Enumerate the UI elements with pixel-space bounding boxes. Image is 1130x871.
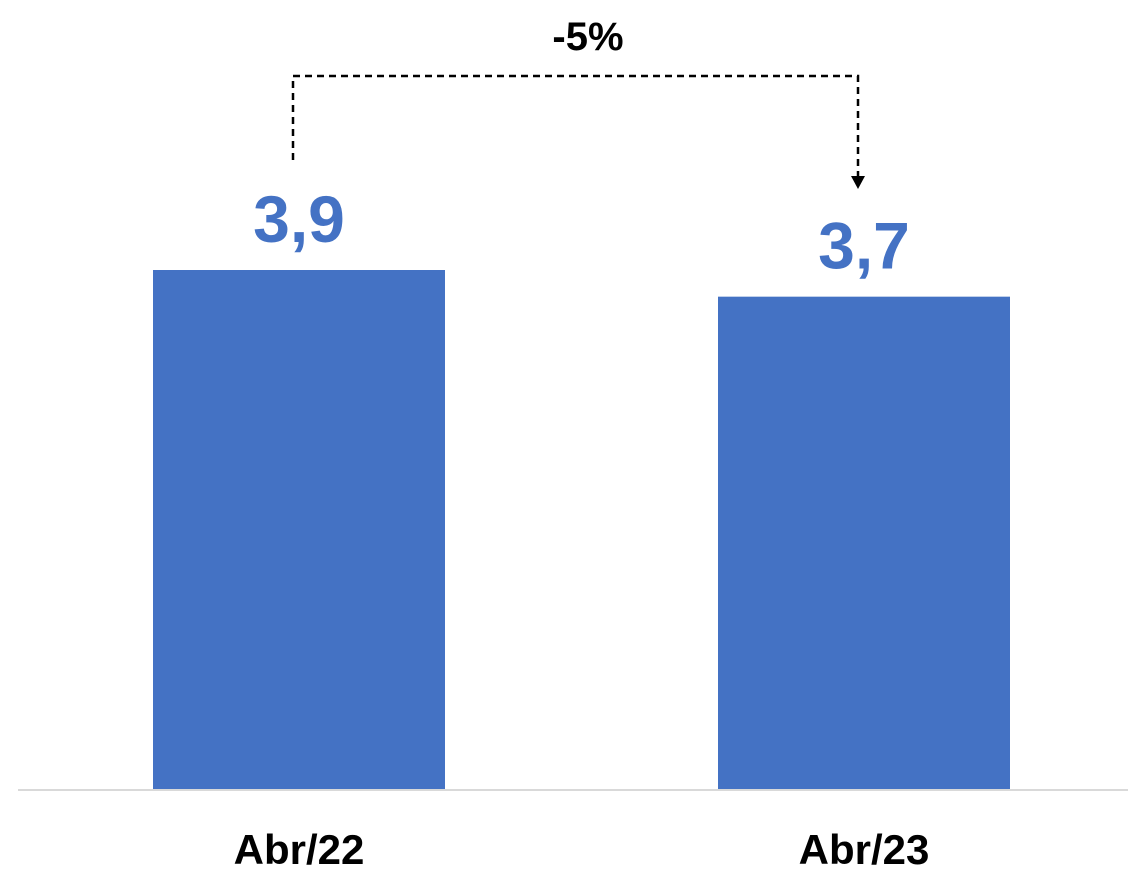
bars-layer (153, 270, 1010, 790)
data-label: 3,7 (818, 209, 910, 283)
bar-abr-22 (153, 270, 445, 790)
change-percent-label: -5% (552, 15, 623, 59)
change-bracket: -5% (291, 15, 865, 189)
bar-abr-23 (718, 296, 1010, 790)
data-label: 3,9 (253, 182, 345, 256)
change-bracket-line (291, 74, 860, 177)
change-arrowhead (851, 176, 865, 189)
x-tick-label: Abr/23 (799, 826, 930, 871)
x-tick-label: Abr/22 (234, 826, 365, 871)
labels-layer: 3,9 Abr/22 3,7 Abr/23 (234, 182, 930, 871)
